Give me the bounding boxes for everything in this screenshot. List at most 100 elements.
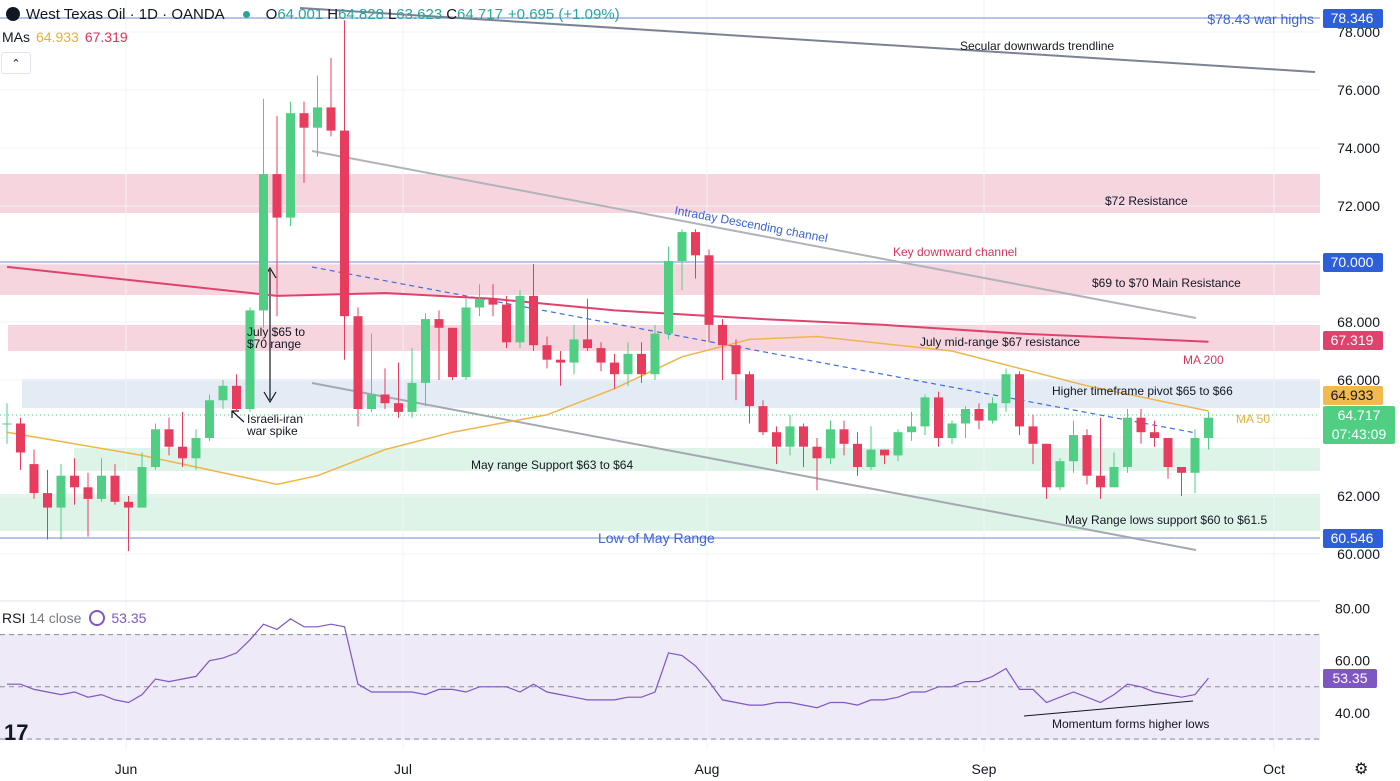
candle-body	[772, 432, 781, 447]
rsi-tag: 53.35	[1332, 670, 1367, 686]
rsi-value: 53.35	[111, 610, 147, 626]
close-label: C	[446, 5, 458, 23]
candle-body	[745, 374, 754, 407]
israel-label-2: war spike	[246, 424, 298, 438]
price-tick-label: 62.000	[1337, 488, 1380, 504]
ma50-label: MA 50	[1236, 412, 1270, 426]
time-tick-label: Oct	[1263, 761, 1285, 777]
candle-body	[556, 359, 565, 363]
change-value: +0.695 (+1.09%)	[507, 5, 620, 23]
price-tick-label: 68.000	[1337, 314, 1380, 330]
israel-arrow	[231, 410, 245, 423]
candle-body	[583, 339, 592, 349]
candle-body	[1015, 374, 1024, 427]
candle-body	[1190, 438, 1200, 473]
time-axis[interactable]: Jun Jul Aug Sep Oct	[115, 761, 1285, 777]
candle-body	[502, 304, 511, 343]
candle-body	[191, 438, 201, 459]
low-label: L	[387, 5, 397, 23]
candle-body	[1136, 417, 1146, 433]
candle-body	[367, 394, 376, 409]
secular-label: Secular downwards trendline	[960, 39, 1114, 53]
candle-body	[124, 501, 133, 508]
candle-body	[1082, 435, 1092, 476]
collapse-legend-button[interactable]: ⌃	[1, 52, 31, 74]
ma50-line	[6, 335, 1209, 486]
chart-header: West Texas Oil · 1D · OANDA O 64.001 H 64.…	[0, 0, 620, 28]
candle-body	[1123, 417, 1132, 467]
channel-lower-line	[311, 382, 1197, 551]
candle-body	[353, 316, 363, 409]
high-tag: 78.346	[1331, 10, 1374, 26]
candle-body	[880, 449, 889, 456]
may-lows-label: May Range lows support $60 to $61.5	[1065, 513, 1267, 527]
rsi-legend[interactable]: RSI 14 close 53.35	[2, 610, 146, 626]
candle-body	[758, 406, 768, 433]
candle-body	[1163, 438, 1173, 467]
candle-body	[515, 295, 525, 343]
candle-body	[1028, 426, 1038, 444]
close-value: 64.717	[457, 5, 503, 23]
candles	[2, 20, 1213, 552]
candle-body	[313, 107, 322, 128]
secular-trendline	[299, 7, 1316, 73]
candle-body	[232, 385, 241, 409]
gear-icon[interactable]: ⚙	[1354, 761, 1369, 778]
ma200-tag-bg	[1323, 331, 1383, 350]
refresh-icon[interactable]	[89, 610, 106, 626]
symbol-title[interactable]: West Texas Oil · 1D · OANDA	[26, 5, 225, 23]
mas-legend[interactable]: MAs 64.933 67.319	[2, 29, 128, 45]
candle-body	[947, 423, 957, 438]
candle-body	[340, 130, 349, 317]
candle-body	[1177, 467, 1186, 473]
grid-lines	[0, 0, 1320, 750]
price-tick-label: 72.000	[1337, 198, 1380, 214]
candle-body	[326, 107, 336, 131]
low-tag: 60.546	[1331, 530, 1374, 546]
candle-body	[839, 429, 849, 444]
candle-body	[151, 429, 160, 467]
time-tick-label: Sep	[972, 761, 997, 777]
ma50-tag-bg	[1323, 386, 1383, 405]
candle-body	[448, 327, 457, 378]
rsi-line	[7, 618, 1209, 709]
july-range-arrow-head-down	[263, 391, 277, 404]
mas-label: MAs	[2, 29, 30, 45]
candle-body	[286, 113, 295, 218]
july-mid-label: July mid-range $67 resistance	[920, 335, 1080, 349]
candle-body	[934, 397, 943, 438]
tradingview-logo-icon[interactable]: 17	[4, 720, 29, 745]
candle-body	[272, 174, 282, 218]
candle-body	[299, 113, 309, 128]
ma200-value: 67.319	[84, 29, 128, 45]
rsi-tick-label: 40.00	[1335, 705, 1370, 721]
candle-body	[610, 362, 619, 375]
candle-body	[16, 423, 25, 453]
price-axis[interactable]: 60.00062.00064.00066.00068.00070.00072.0…	[1335, 24, 1380, 721]
rsi-tag-bg	[1323, 669, 1377, 688]
level70-tag: 70.000	[1331, 254, 1374, 270]
candle-body	[907, 426, 916, 433]
candle-body	[110, 475, 120, 502]
candle-body	[826, 429, 835, 459]
key-channel-label: Key downward channel	[893, 245, 1017, 259]
candle-body	[988, 403, 997, 421]
candle-body	[866, 449, 876, 467]
candle-body	[2, 423, 12, 425]
symbol-logo-icon	[6, 7, 20, 21]
low-value: 63.623	[396, 5, 443, 23]
candle-body	[1055, 461, 1065, 488]
market-status-icon	[242, 10, 250, 18]
candle-body	[677, 232, 687, 262]
candle-body	[56, 475, 66, 508]
ma200-label: MA 200	[1183, 353, 1224, 367]
candle-body	[569, 339, 579, 363]
candle-body	[623, 353, 633, 375]
ma50-path	[6, 335, 1209, 486]
candle-body	[97, 475, 106, 499]
israel-label-1: Israeli-iran	[247, 412, 303, 426]
candle-body	[178, 446, 187, 459]
rsi-higher-lows-line	[1023, 700, 1194, 717]
candle-body	[650, 333, 660, 375]
